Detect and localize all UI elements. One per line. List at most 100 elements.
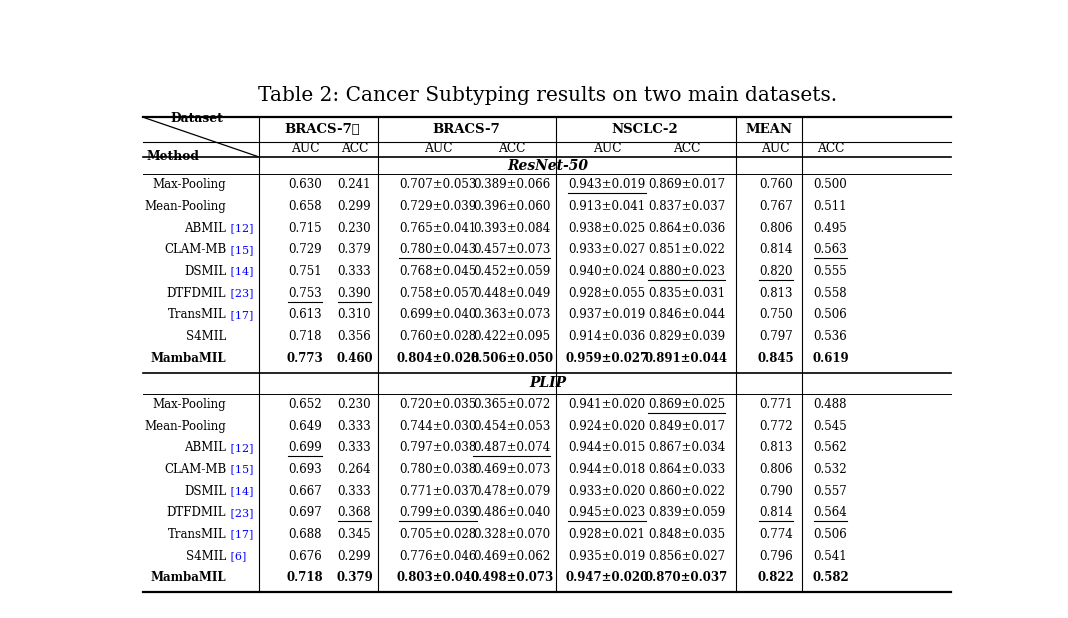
Text: [23]: [23]	[227, 288, 253, 298]
Text: 0.944±0.018: 0.944±0.018	[568, 463, 645, 476]
Text: 0.582: 0.582	[812, 571, 849, 584]
Text: 0.928±0.021: 0.928±0.021	[568, 528, 645, 541]
Text: ResNet-50: ResNet-50	[507, 159, 587, 172]
Text: DTFDMIL: DTFDMIL	[167, 287, 226, 300]
Text: 0.667: 0.667	[288, 485, 321, 497]
Text: 0.765±0.041: 0.765±0.041	[399, 222, 476, 235]
Text: 0.880±0.023: 0.880±0.023	[648, 265, 725, 278]
Text: 0.448±0.049: 0.448±0.049	[473, 287, 550, 300]
Text: 0.813: 0.813	[759, 287, 792, 300]
Text: 0.860±0.022: 0.860±0.022	[648, 485, 725, 497]
Text: 0.771±0.037: 0.771±0.037	[399, 485, 476, 497]
Text: ACC: ACC	[817, 142, 844, 155]
Text: 0.457±0.073: 0.457±0.073	[473, 243, 550, 256]
Text: 0.848±0.035: 0.848±0.035	[648, 528, 725, 541]
Text: ABMIL: ABMIL	[185, 222, 226, 235]
Text: 0.751: 0.751	[288, 265, 321, 278]
Text: [17]: [17]	[227, 530, 253, 540]
Text: 0.333: 0.333	[337, 441, 372, 454]
Text: 0.389±0.066: 0.389±0.066	[473, 179, 550, 192]
Text: 0.718: 0.718	[288, 330, 321, 343]
Text: 0.867±0.034: 0.867±0.034	[648, 441, 725, 454]
Text: 0.891±0.044: 0.891±0.044	[645, 352, 728, 365]
Text: 0.454±0.053: 0.454±0.053	[473, 420, 550, 433]
Text: 0.562: 0.562	[814, 441, 847, 454]
Text: 0.368: 0.368	[337, 506, 372, 519]
Text: 0.532: 0.532	[814, 463, 847, 476]
Text: 0.545: 0.545	[814, 420, 847, 433]
Text: 0.487±0.074: 0.487±0.074	[473, 441, 550, 454]
Text: 0.774: 0.774	[759, 528, 792, 541]
Text: 0.869±0.025: 0.869±0.025	[648, 398, 725, 411]
Text: 0.750: 0.750	[759, 308, 792, 321]
Text: PLIP: PLIP	[529, 376, 566, 390]
Text: 0.729: 0.729	[288, 243, 321, 256]
Text: TransMIL: TransMIL	[168, 528, 226, 541]
Text: 0.835±0.031: 0.835±0.031	[648, 287, 725, 300]
Text: NSCLC-2: NSCLC-2	[612, 124, 678, 137]
Text: 0.799±0.039: 0.799±0.039	[399, 506, 476, 519]
Text: 0.328±0.070: 0.328±0.070	[473, 528, 550, 541]
Text: CLAM-MB: CLAM-MB	[164, 243, 226, 256]
Text: 0.845: 0.845	[757, 352, 795, 365]
Text: [15]: [15]	[227, 465, 253, 475]
Text: 0.864±0.036: 0.864±0.036	[648, 222, 725, 235]
Text: 0.796: 0.796	[759, 549, 792, 562]
Text: 0.486±0.040: 0.486±0.040	[473, 506, 550, 519]
Text: 0.299: 0.299	[337, 549, 372, 562]
Text: 0.938±0.025: 0.938±0.025	[568, 222, 645, 235]
Text: [6]: [6]	[227, 551, 247, 561]
Text: 0.849±0.017: 0.849±0.017	[648, 420, 725, 433]
Text: 0.935±0.019: 0.935±0.019	[568, 549, 645, 562]
Text: 0.851±0.022: 0.851±0.022	[648, 243, 725, 256]
Text: [23]: [23]	[227, 508, 253, 518]
Text: 0.699±0.040: 0.699±0.040	[399, 308, 476, 321]
Text: 0.557: 0.557	[814, 485, 847, 497]
Text: 0.333: 0.333	[337, 420, 372, 433]
Text: DSMIL: DSMIL	[184, 265, 226, 278]
Text: 0.478±0.079: 0.478±0.079	[473, 485, 550, 497]
Text: 0.500: 0.500	[814, 179, 847, 192]
Text: Max-Pooling: Max-Pooling	[153, 398, 226, 411]
Text: [12]: [12]	[227, 443, 253, 453]
Text: 0.345: 0.345	[337, 528, 372, 541]
Text: 0.488: 0.488	[814, 398, 847, 411]
Text: 0.707±0.053: 0.707±0.053	[399, 179, 476, 192]
Text: DSMIL: DSMIL	[184, 485, 226, 497]
Text: 0.460: 0.460	[336, 352, 373, 365]
Text: MambaMIL: MambaMIL	[151, 352, 226, 365]
Text: CLAM-MB: CLAM-MB	[164, 463, 226, 476]
Text: MambaMIL: MambaMIL	[151, 571, 226, 584]
Text: 0.333: 0.333	[337, 265, 372, 278]
Text: 0.720±0.035: 0.720±0.035	[399, 398, 476, 411]
Text: 0.705±0.028: 0.705±0.028	[399, 528, 476, 541]
Text: 0.822: 0.822	[757, 571, 795, 584]
Text: 0.914±0.036: 0.914±0.036	[568, 330, 645, 343]
Text: BRACS-7: BRACS-7	[433, 124, 500, 137]
Text: 0.688: 0.688	[288, 528, 321, 541]
Text: 0.959±0.027: 0.959±0.027	[565, 352, 648, 365]
Text: 0.649: 0.649	[288, 420, 321, 433]
Text: 0.797: 0.797	[759, 330, 792, 343]
Text: 0.379: 0.379	[337, 243, 372, 256]
Text: 0.619: 0.619	[812, 352, 849, 365]
Text: 0.390: 0.390	[337, 287, 372, 300]
Text: AUC: AUC	[290, 142, 319, 155]
Text: 0.422±0.095: 0.422±0.095	[473, 330, 550, 343]
Text: 0.806: 0.806	[759, 222, 792, 235]
Text: 0.558: 0.558	[814, 287, 847, 300]
Text: 0.363±0.073: 0.363±0.073	[473, 308, 550, 321]
Text: 0.941±0.020: 0.941±0.020	[568, 398, 645, 411]
Text: 0.804±0.028: 0.804±0.028	[396, 352, 480, 365]
Text: 0.715: 0.715	[288, 222, 321, 235]
Text: Method: Method	[146, 150, 200, 163]
Text: 0.813: 0.813	[759, 441, 792, 454]
Text: Max-Pooling: Max-Pooling	[153, 179, 226, 192]
Text: 0.379: 0.379	[336, 571, 373, 584]
Text: TransMIL: TransMIL	[168, 308, 226, 321]
Text: 0.658: 0.658	[288, 200, 321, 213]
Text: 0.945±0.023: 0.945±0.023	[568, 506, 645, 519]
Text: 0.230: 0.230	[337, 222, 372, 235]
Text: 0.773: 0.773	[286, 352, 324, 365]
Text: 0.940±0.024: 0.940±0.024	[568, 265, 645, 278]
